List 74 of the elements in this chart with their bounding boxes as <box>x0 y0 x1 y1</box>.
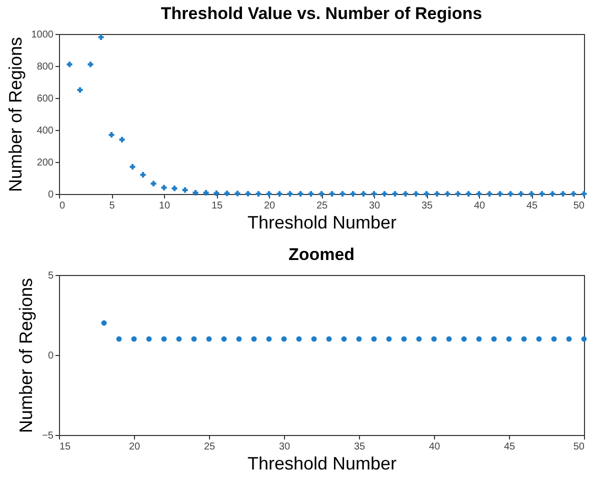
point <box>508 191 514 197</box>
point <box>424 191 430 197</box>
point <box>455 191 461 197</box>
x-tick-label: 20 <box>264 200 276 212</box>
y-tick-label: 600 <box>36 94 54 104</box>
point <box>214 190 220 196</box>
point <box>539 191 545 197</box>
point <box>476 191 482 197</box>
point <box>550 191 556 197</box>
point <box>360 191 366 197</box>
point <box>466 191 472 197</box>
x-tick-label: 50 <box>573 200 585 212</box>
y-tick-label: 0 <box>48 350 54 362</box>
y-tick-label: 200 <box>36 158 54 168</box>
x-tick-label: 0 <box>60 200 66 212</box>
point <box>444 191 450 197</box>
point <box>434 191 440 197</box>
y-tick-label: 0 <box>48 190 54 200</box>
point <box>570 191 576 197</box>
y-tick-label: −5 <box>42 430 54 442</box>
x-axis-title: Threshold Number <box>247 212 397 232</box>
point <box>350 191 356 197</box>
chart-title: Zoomed <box>288 245 355 264</box>
y-tick-label: 400 <box>36 126 54 136</box>
point <box>98 34 104 40</box>
x-tick-label: 25 <box>204 442 216 452</box>
x-tick-label: 40 <box>428 442 440 452</box>
point <box>203 190 209 196</box>
point <box>392 191 398 197</box>
point <box>140 172 146 178</box>
x-tick-label: 40 <box>474 200 486 212</box>
y-axis-title: Number of Regions <box>16 278 36 434</box>
chart-title: Threshold Value vs. Number of Regions <box>160 4 482 23</box>
point <box>340 191 346 197</box>
point <box>108 132 114 138</box>
x-tick-label: 5 <box>109 200 116 212</box>
point <box>371 191 377 197</box>
point <box>329 191 335 197</box>
point <box>518 191 524 197</box>
point <box>256 191 262 197</box>
point <box>528 191 534 197</box>
point <box>130 164 136 170</box>
x-axis-title: Threshold Number <box>247 454 397 474</box>
point <box>497 191 503 197</box>
x-tick-label: 35 <box>421 200 433 212</box>
y-axis-title: Number of Regions <box>5 36 26 192</box>
y-tick-label: 800 <box>36 62 54 72</box>
x-tick-label: 35 <box>354 442 366 452</box>
y-tick-label: 1000 <box>31 30 54 40</box>
x-tick-label: 10 <box>158 200 170 212</box>
point <box>276 191 282 197</box>
point <box>581 191 587 197</box>
point <box>382 191 388 197</box>
point <box>192 190 198 196</box>
y-tick-label: 5 <box>48 270 54 282</box>
point <box>245 190 251 196</box>
point <box>560 191 566 197</box>
point <box>298 191 304 197</box>
x-tick-label: 45 <box>504 442 516 452</box>
point <box>308 191 314 197</box>
point <box>266 191 272 197</box>
x-tick-label: 15 <box>60 442 72 452</box>
x-tick-label: 30 <box>278 442 290 452</box>
x-tick-label: 50 <box>573 442 585 452</box>
point <box>486 191 492 197</box>
point <box>402 191 408 197</box>
x-tick-label: 25 <box>316 200 328 212</box>
x-tick-label: 15 <box>211 200 223 212</box>
point <box>287 191 293 197</box>
x-tick-label: 20 <box>128 442 140 452</box>
point <box>318 191 324 197</box>
point <box>413 191 419 197</box>
x-tick-label: 30 <box>368 200 380 212</box>
x-tick-label: 45 <box>526 200 538 212</box>
